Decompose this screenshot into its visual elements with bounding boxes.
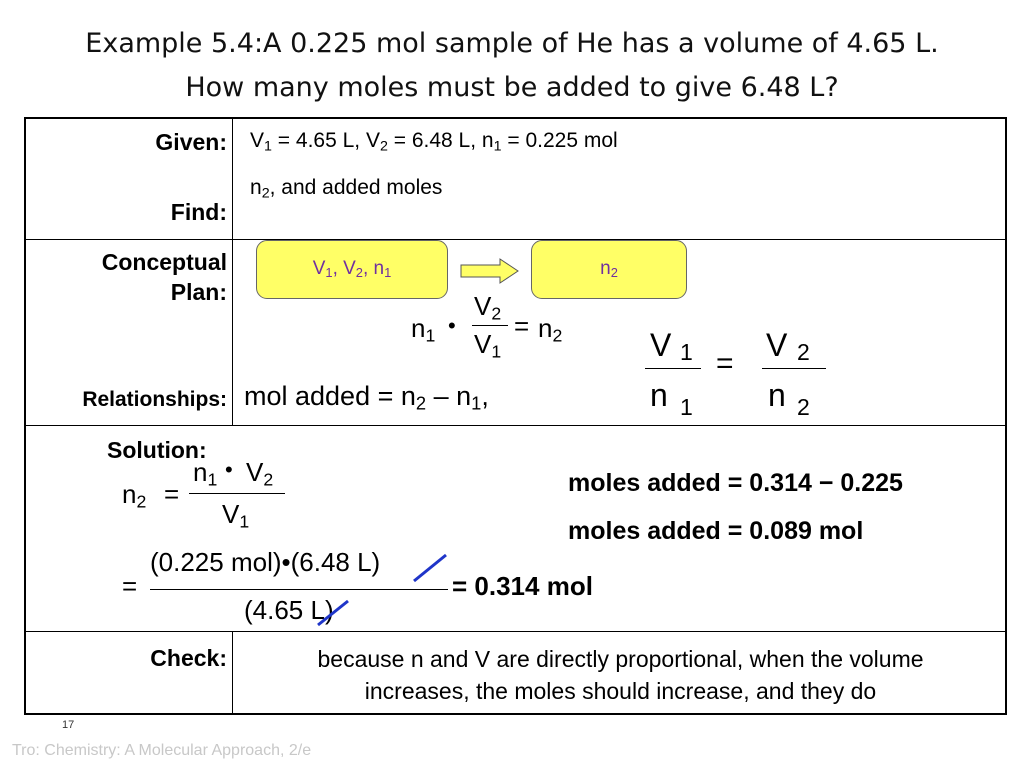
relationships-label: Relationships: [82,388,227,411]
relationships-text: mol added = n2 – n1, [244,381,489,414]
check-label: Check: [150,645,227,671]
cancel-mark-numerator [413,553,447,583]
find-values: n2, and added moles [250,176,443,202]
moles-added-calc: moles added = 0.314 − 0.225 [568,469,903,497]
find-label: Find: [170,199,227,225]
check-text: because n and V are directly proportiona… [317,646,924,704]
slide-title: Example 5.4:A 0.225 mol sample of He has… [0,22,1024,110]
conceptual-plan-label: Conceptual Plan: [101,249,227,305]
row-divider-3 [26,631,1005,632]
plan-arrow-icon [460,258,519,284]
given-values: V1 = 4.65 L, V2 = 6.48 L, n1 = 0.225 mol [250,129,618,155]
solution-label: Solution: [107,437,207,463]
solution-map-table: Given: Find: V1 = 4.65 L, V2 = 6.48 L, n… [24,117,1007,715]
column-divider-top [232,119,233,425]
row-divider-1 [26,239,1005,240]
plan-start-box: V1, V2, n1 [256,240,448,299]
given-label: Given: [155,129,227,155]
row-divider-2 [26,425,1005,426]
source-footer: Tro: Chemistry: A Molecular Approach, 2/… [12,742,312,759]
title-line-2: How many moles must be added to give 6.4… [185,72,839,103]
plan-end-box: n2 [531,240,687,299]
slide-number: 17 [62,719,75,731]
moles-added-result: moles added = 0.089 mol [568,517,864,545]
cancel-mark-denominator [317,599,349,627]
column-divider-check [232,631,233,715]
title-line-1: Example 5.4:A 0.225 mol sample of He has… [85,28,939,59]
